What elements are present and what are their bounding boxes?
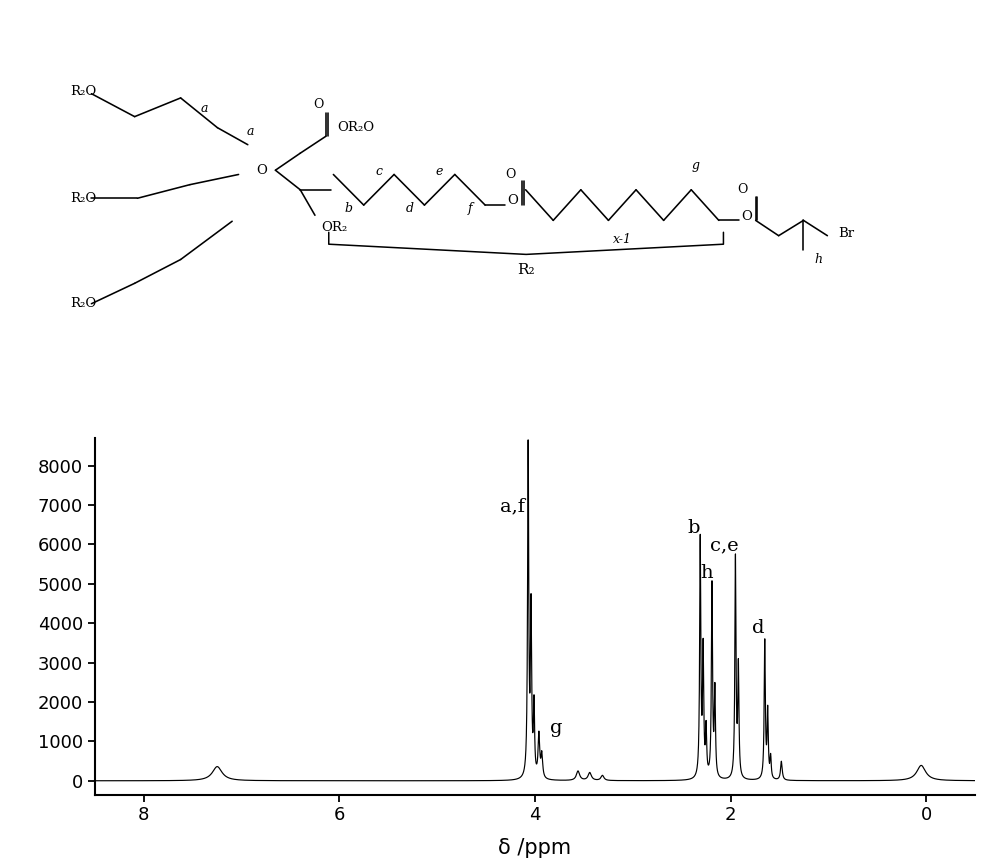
Text: b: b: [687, 519, 700, 537]
Text: R₂O: R₂O: [70, 192, 96, 204]
Text: a,f: a,f: [500, 497, 525, 515]
Text: x-1: x-1: [613, 233, 632, 246]
Text: Br: Br: [838, 227, 855, 240]
Text: c,e: c,e: [710, 536, 739, 554]
Text: O: O: [741, 210, 752, 222]
Text: a: a: [201, 101, 208, 114]
Text: O: O: [506, 168, 516, 181]
Text: g: g: [692, 160, 700, 173]
Text: f: f: [468, 202, 472, 215]
Text: R₂O: R₂O: [70, 297, 96, 310]
Text: OR₂: OR₂: [321, 221, 348, 234]
Text: g: g: [550, 720, 563, 738]
Text: O: O: [507, 194, 518, 207]
Text: h: h: [815, 253, 823, 266]
Text: a: a: [247, 125, 254, 138]
Text: c: c: [375, 165, 382, 178]
Text: OR₂O: OR₂O: [337, 121, 374, 134]
Text: d: d: [405, 202, 413, 215]
Text: O: O: [738, 183, 748, 196]
Text: e: e: [436, 165, 443, 178]
Text: h: h: [700, 564, 712, 582]
Text: O: O: [256, 164, 267, 177]
X-axis label: δ /ppm: δ /ppm: [498, 838, 572, 858]
Text: d: d: [752, 619, 764, 637]
Text: R₂: R₂: [517, 263, 535, 277]
Text: O: O: [313, 98, 324, 111]
Text: b: b: [345, 202, 353, 215]
Text: R₂O: R₂O: [70, 85, 96, 98]
